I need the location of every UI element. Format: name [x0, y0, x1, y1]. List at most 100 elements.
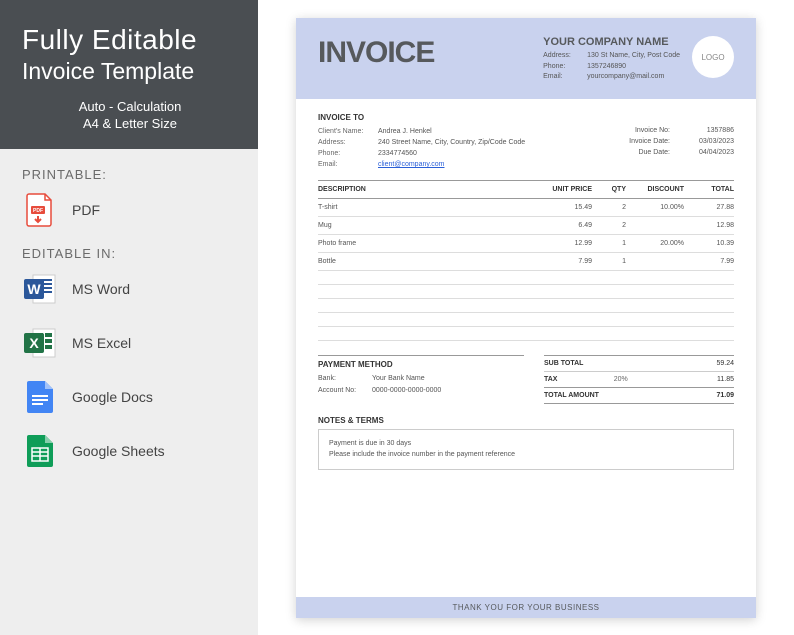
word-icon: W [22, 271, 58, 307]
word-label: MS Word [72, 281, 130, 297]
app-row-pdf: PDF PDF [22, 192, 236, 228]
sheets-label: Google Sheets [72, 443, 165, 459]
invoice-meta: Invoice No:1357886 Invoice Date:03/03/20… [629, 113, 734, 171]
excel-icon: X [22, 325, 58, 361]
tax-rate: 20% [557, 376, 684, 383]
client-email-label: Email: [318, 159, 378, 170]
items-header: DESCRIPTION UNIT PRICE QTY DISCOUNT TOTA… [318, 180, 734, 199]
item-price: 12.99 [534, 240, 592, 247]
item-qty: 1 [592, 240, 626, 247]
item-desc: Bottle [318, 258, 534, 265]
client-address: 240 Street Name, City, Country, Zip/Code… [378, 137, 525, 148]
client-name-label: Client's Name: [318, 126, 378, 137]
subtotal-val: 59.24 [684, 360, 734, 367]
main-preview-area: INVOICE YOUR COMPANY NAME Address:130 St… [258, 0, 794, 635]
company-name: YOUR COMPANY NAME [543, 36, 680, 48]
bank-label: Bank: [318, 373, 372, 385]
col-unit-price: UNIT PRICE [534, 186, 592, 193]
item-discount: 20.00% [626, 240, 684, 247]
invoice-document: INVOICE YOUR COMPANY NAME Address:130 St… [296, 18, 756, 618]
item-row: Mug6.49212.98 [318, 217, 734, 235]
app-row-docs: Google Docs [22, 379, 236, 415]
client-name: Andrea J. Henkel [378, 126, 432, 137]
printable-label: PRINTABLE: [22, 167, 236, 182]
account-label: Account No: [318, 385, 372, 397]
company-info: YOUR COMPANY NAME Address:130 St Name, C… [543, 36, 680, 83]
editable-label: EDITABLE IN: [22, 246, 236, 261]
invoice-no-label: Invoice No: [635, 125, 670, 136]
google-docs-icon [22, 379, 58, 415]
item-qty: 2 [592, 204, 626, 211]
subtotal-label: SUB TOTAL [544, 360, 583, 367]
company-email: yourcompany@mail.com [587, 72, 664, 83]
client-address-label: Address: [318, 137, 378, 148]
company-block: YOUR COMPANY NAME Address:130 St Name, C… [543, 36, 734, 83]
invoice-title: INVOICE [318, 36, 434, 70]
totals-block: SUB TOTAL59.24 TAX20%11.85 TOTAL AMOUNT7… [544, 355, 734, 404]
sidebar-body: PRINTABLE: PDF PDF EDITABLE IN: W MS Wor… [0, 149, 258, 635]
pdf-label: PDF [72, 202, 100, 218]
company-phone: 1357246890 [587, 62, 626, 73]
item-total: 7.99 [684, 258, 734, 265]
item-discount [626, 222, 684, 229]
item-total: 10.39 [684, 240, 734, 247]
items-list: T-shirt15.49210.00%27.88Mug6.49212.98Pho… [318, 199, 734, 271]
invoice-to-label: INVOICE TO [318, 113, 629, 122]
client-phone: 2334774560 [378, 148, 417, 159]
notes-line-1: Payment is due in 30 days [329, 438, 723, 449]
empty-row [318, 327, 734, 341]
item-price: 6.49 [534, 222, 592, 229]
company-address-label: Address: [543, 51, 581, 62]
total-amount-label: TOTAL AMOUNT [544, 392, 599, 399]
account-no: 0000-0000-0000-0000 [372, 385, 441, 397]
invoice-to: INVOICE TO Client's Name:Andrea J. Henke… [318, 113, 629, 171]
company-phone-label: Phone: [543, 62, 581, 73]
sidebar-header: Fully Editable Invoice Template Auto - C… [0, 0, 258, 149]
item-qty: 2 [592, 222, 626, 229]
promo-title-1: Fully Editable [22, 24, 238, 56]
col-total: TOTAL [684, 186, 734, 193]
item-row: T-shirt15.49210.00%27.88 [318, 199, 734, 217]
invoice-header: INVOICE YOUR COMPANY NAME Address:130 St… [296, 18, 756, 99]
client-block: INVOICE TO Client's Name:Andrea J. Henke… [318, 113, 734, 171]
promo-subtitle-2: A4 & Letter Size [22, 116, 238, 131]
item-discount: 10.00% [626, 204, 684, 211]
google-sheets-icon [22, 433, 58, 469]
item-price: 7.99 [534, 258, 592, 265]
payment-method-title: PAYMENT METHOD [318, 355, 524, 369]
docs-label: Google Docs [72, 389, 153, 405]
app-row-word: W MS Word [22, 271, 236, 307]
pdf-icon: PDF [22, 192, 58, 228]
col-discount: DISCOUNT [626, 186, 684, 193]
notes-title: NOTES & TERMS [318, 416, 734, 425]
promo-subtitle-1: Auto - Calculation [22, 99, 238, 114]
item-discount [626, 258, 684, 265]
lower-section: PAYMENT METHOD Bank:Your Bank Name Accou… [318, 355, 734, 404]
due-date: 04/04/2023 [684, 147, 734, 158]
item-total: 12.98 [684, 222, 734, 229]
tax-val: 11.85 [684, 376, 734, 383]
item-qty: 1 [592, 258, 626, 265]
item-row: Photo frame12.99120.00%10.39 [318, 235, 734, 253]
invoice-no: 1357886 [684, 125, 734, 136]
item-desc: Photo frame [318, 240, 534, 247]
col-qty: QTY [592, 186, 626, 193]
svg-text:X: X [29, 335, 39, 351]
notes-block: NOTES & TERMS Payment is due in 30 days … [318, 416, 734, 469]
payment-block: PAYMENT METHOD Bank:Your Bank Name Accou… [318, 355, 524, 404]
col-description: DESCRIPTION [318, 186, 534, 193]
notes-box: Payment is due in 30 days Please include… [318, 429, 734, 469]
client-phone-label: Phone: [318, 148, 378, 159]
client-email: client@company.com [378, 159, 445, 170]
empty-row [318, 313, 734, 327]
invoice-footer: THANK YOU FOR YOUR BUSINESS [296, 597, 756, 618]
item-desc: T-shirt [318, 204, 534, 211]
item-row: Bottle7.9917.99 [318, 253, 734, 271]
excel-label: MS Excel [72, 335, 131, 351]
invoice-body: INVOICE TO Client's Name:Andrea J. Henke… [296, 99, 756, 598]
notes-line-2: Please include the invoice number in the… [329, 449, 723, 460]
bank-name: Your Bank Name [372, 373, 425, 385]
due-date-label: Due Date: [638, 147, 670, 158]
empty-row [318, 299, 734, 313]
sidebar: Fully Editable Invoice Template Auto - C… [0, 0, 258, 635]
